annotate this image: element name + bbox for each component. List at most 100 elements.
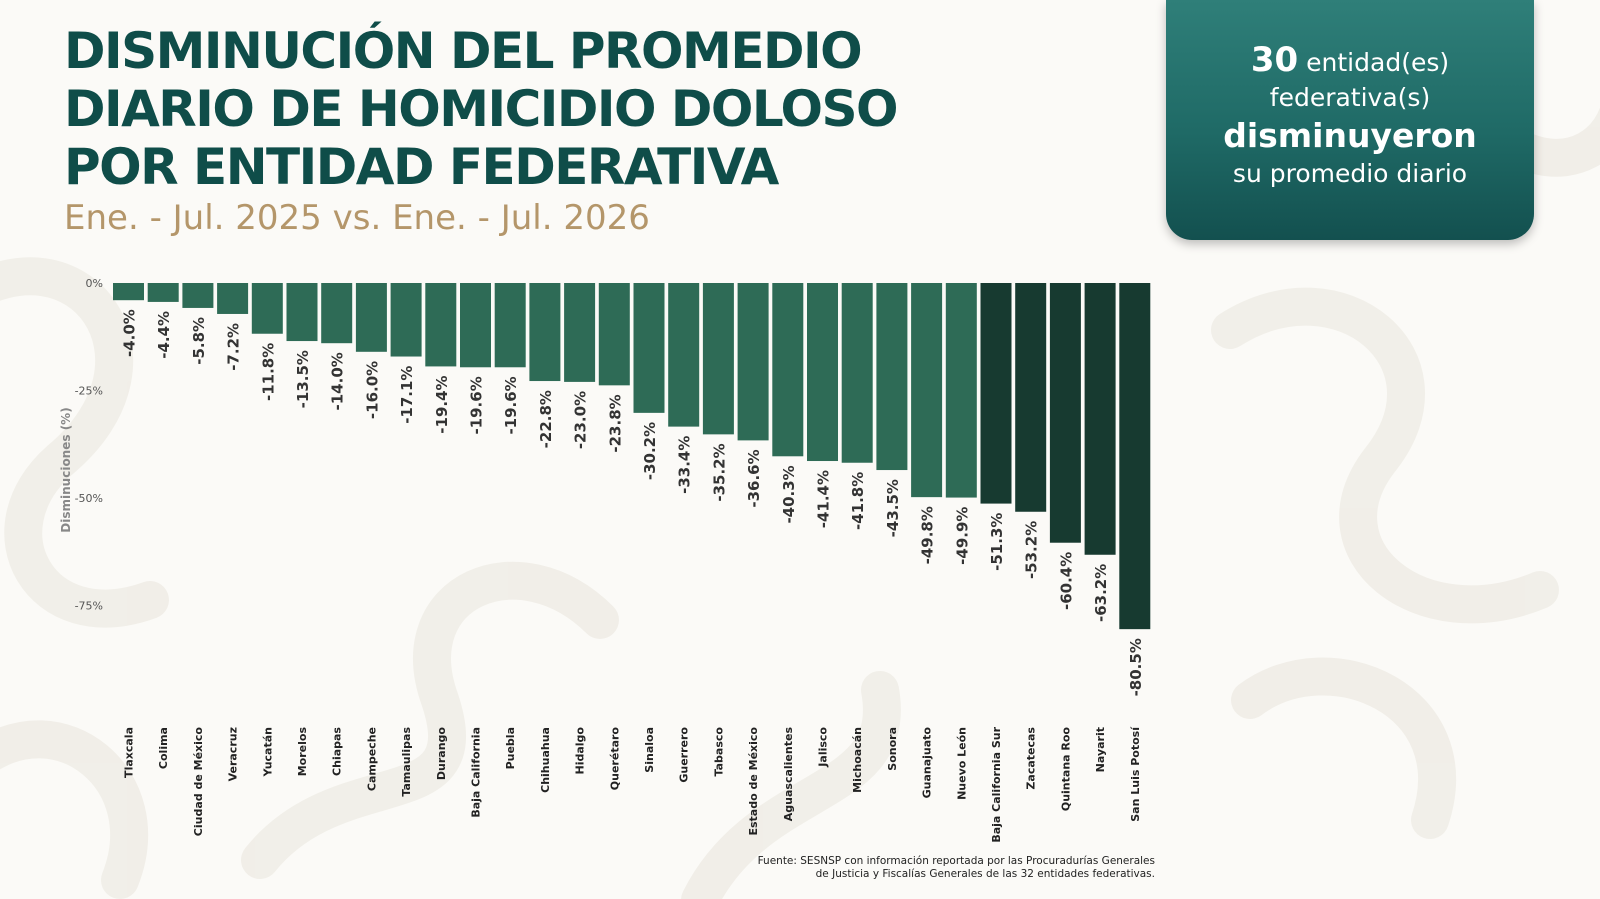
title-line-1: DISMINUCIÓN DEL PROMEDIO: [64, 22, 863, 80]
bar-value-label: -49.9%: [953, 507, 971, 565]
bar: [147, 283, 179, 302]
callout-line1-suffix: entidad(es): [1306, 48, 1450, 77]
callout-line-3: disminuyeron: [1223, 116, 1477, 155]
bar: [876, 283, 908, 471]
bar-value-label: -60.4%: [1057, 552, 1075, 610]
bar: [945, 283, 977, 498]
bar-value-label: -22.8%: [537, 390, 555, 448]
bar: [1049, 283, 1081, 543]
bar: [772, 283, 804, 457]
bar-value-label: -41.4%: [815, 470, 833, 528]
bar-value-label: -40.3%: [780, 465, 798, 523]
bar-value-label: -14.0%: [329, 352, 347, 410]
bar-value-label: -19.6%: [468, 376, 486, 434]
bar: [390, 283, 422, 357]
category-label: Jalisco: [817, 727, 830, 768]
page-subtitle: Ene. - Jul. 2025 vs. Ene. - Jul. 2026: [64, 198, 650, 238]
bar-value-label: -35.2%: [710, 443, 728, 501]
category-label: Campeche: [365, 727, 378, 791]
category-label: Tlaxcala: [123, 727, 136, 778]
title-line-3: POR ENTIDAD FEDERATIVA: [64, 138, 779, 196]
bar-value-label: -19.6%: [502, 376, 520, 434]
title-line-2: DIARIO DE HOMICIDIO DOLOSO: [64, 80, 899, 138]
bar: [841, 283, 873, 463]
page-title: DISMINUCIÓN DEL PROMEDIO DIARIO DE HOMIC…: [64, 22, 899, 196]
bar: [737, 283, 769, 441]
category-label: Colima: [157, 727, 170, 769]
category-label: Nayarit: [1094, 727, 1107, 772]
category-label: Chiapas: [331, 727, 344, 776]
category-label: Sinaloa: [643, 727, 656, 773]
category-label: Chihuahua: [539, 727, 552, 793]
bar: [286, 283, 318, 342]
bar-value-label: -23.0%: [572, 391, 590, 449]
bar: [564, 283, 596, 382]
bar-value-label: -80.5%: [1127, 638, 1145, 696]
category-label: Estado de México: [747, 727, 760, 836]
bar: [355, 283, 387, 352]
bar: [529, 283, 561, 382]
category-label: Zacatecas: [1025, 727, 1038, 790]
category-label: Guerrero: [678, 727, 691, 783]
bar: [113, 283, 144, 301]
callout-line-4: su promedio diario: [1232, 159, 1468, 188]
category-label: Tamaulipas: [400, 727, 413, 797]
callout-line-1: 30 entidad(es): [1166, 42, 1534, 81]
bar-value-label: -41.8%: [849, 472, 867, 530]
bar-value-label: -11.8%: [259, 343, 277, 401]
category-label: Tabasco: [712, 727, 725, 777]
bar-value-label: -33.4%: [676, 436, 694, 494]
y-axis: 0% -25% -50% -75% Disminuciones (%): [59, 277, 103, 613]
bar: [980, 283, 1012, 504]
bar-value-label: -4.4%: [155, 311, 173, 359]
bar: [1084, 283, 1116, 555]
summary-callout: 30 entidad(es) federativa(s) disminuyero…: [1166, 0, 1534, 240]
value-labels: -4.0% -4.4% -5.8% -7.2% -11.8% -13.5% -14.0% -1…: [121, 309, 1145, 696]
bar: [321, 283, 353, 344]
bar-value-label: -5.8%: [190, 317, 208, 365]
bar-value-label: -30.2%: [641, 422, 659, 480]
bar: [702, 283, 734, 435]
bar-value-label: -51.3%: [988, 513, 1006, 571]
bar: [425, 283, 457, 367]
bar-value-label: -43.5%: [884, 479, 902, 537]
callout-line-2: federativa(s): [1269, 83, 1431, 112]
bar-value-label: -23.8%: [606, 394, 624, 452]
category-label: Yucatán: [261, 727, 274, 777]
bar: [251, 283, 283, 334]
bar-value-label: -17.1%: [398, 366, 416, 424]
callout-count: 30: [1250, 40, 1299, 80]
bar: [182, 283, 214, 308]
category-label: Morelos: [296, 727, 309, 777]
y-tick-label: -25%: [75, 385, 103, 398]
category-label: Sonora: [886, 727, 899, 771]
y-tick-label: -50%: [75, 492, 103, 505]
bar: [460, 283, 491, 368]
category-label: Baja California Sur: [990, 726, 1003, 842]
bar-value-label: -16.0%: [363, 361, 381, 419]
category-label: Ciudad de México: [192, 727, 205, 837]
category-label: Baja California: [470, 727, 483, 818]
category-label: Querétaro: [608, 727, 621, 791]
source-line-2: de Justicia y Fiscalías Generales de las…: [815, 868, 1155, 880]
category-label: Guanajuato: [921, 727, 934, 799]
bar: [668, 283, 700, 427]
category-label: Durango: [435, 727, 448, 781]
bar: [633, 283, 665, 413]
bar-value-label: -13.5%: [294, 350, 312, 408]
bar-value-label: -19.4%: [433, 375, 451, 433]
bar-value-label: -7.2%: [225, 323, 243, 371]
bar: [1119, 283, 1151, 630]
category-label: Veracruz: [227, 727, 240, 781]
category-label: Puebla: [504, 727, 517, 769]
y-axis-title: Disminuciones (%): [59, 407, 73, 532]
bar: [494, 283, 526, 368]
category-labels: Tlaxcala Colima Ciudad de México Veracruz Yu…: [123, 726, 1142, 843]
bars: [113, 283, 1151, 630]
category-label: San Luis Potosí: [1129, 726, 1142, 822]
bar: [807, 283, 838, 462]
bar-value-label: -53.2%: [1023, 521, 1041, 579]
category-label: Nuevo León: [955, 727, 968, 800]
category-label: Michoacán: [851, 727, 864, 793]
